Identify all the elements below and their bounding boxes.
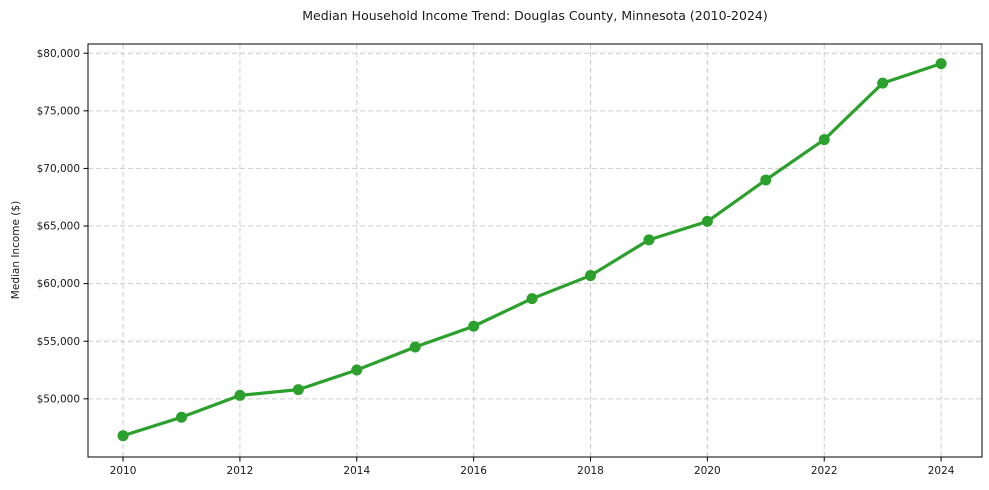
y-tick-label: $65,000 — [37, 221, 80, 233]
y-tick-label: $55,000 — [37, 336, 80, 348]
data-point-2022 — [818, 134, 830, 146]
data-point-2018 — [585, 270, 597, 282]
data-point-2017 — [526, 293, 538, 305]
data-point-2020 — [701, 215, 713, 227]
y-tick-label: $80,000 — [37, 48, 80, 60]
x-tick-label: 2014 — [343, 465, 370, 477]
x-tick-label: 2016 — [460, 465, 487, 477]
data-point-2011 — [175, 411, 187, 423]
data-point-2012 — [234, 389, 246, 401]
data-point-2024 — [935, 58, 947, 70]
x-tick-label: 2020 — [694, 465, 721, 477]
x-tick-label: 2018 — [577, 465, 604, 477]
data-point-2010 — [117, 430, 129, 442]
data-point-2019 — [643, 234, 655, 246]
chart-title: Median Household Income Trend: Douglas C… — [302, 8, 768, 23]
data-point-2015 — [409, 341, 421, 353]
x-tick-label: 2022 — [811, 465, 838, 477]
data-point-2014 — [351, 364, 363, 376]
x-tick-label: 2024 — [928, 465, 955, 477]
y-tick-label: $50,000 — [37, 393, 80, 405]
data-point-2023 — [877, 77, 889, 89]
y-tick-label: $70,000 — [37, 163, 80, 175]
data-point-2021 — [760, 174, 772, 186]
x-tick-label: 2010 — [110, 465, 137, 477]
income-trend-line — [121, 61, 943, 438]
y-tick-label: $75,000 — [37, 105, 80, 117]
data-point-2016 — [468, 320, 480, 332]
x-tick-label: 2012 — [227, 465, 254, 477]
data-point-2013 — [292, 384, 304, 396]
plot-border — [87, 43, 983, 458]
y-tick-label: $60,000 — [37, 278, 80, 290]
